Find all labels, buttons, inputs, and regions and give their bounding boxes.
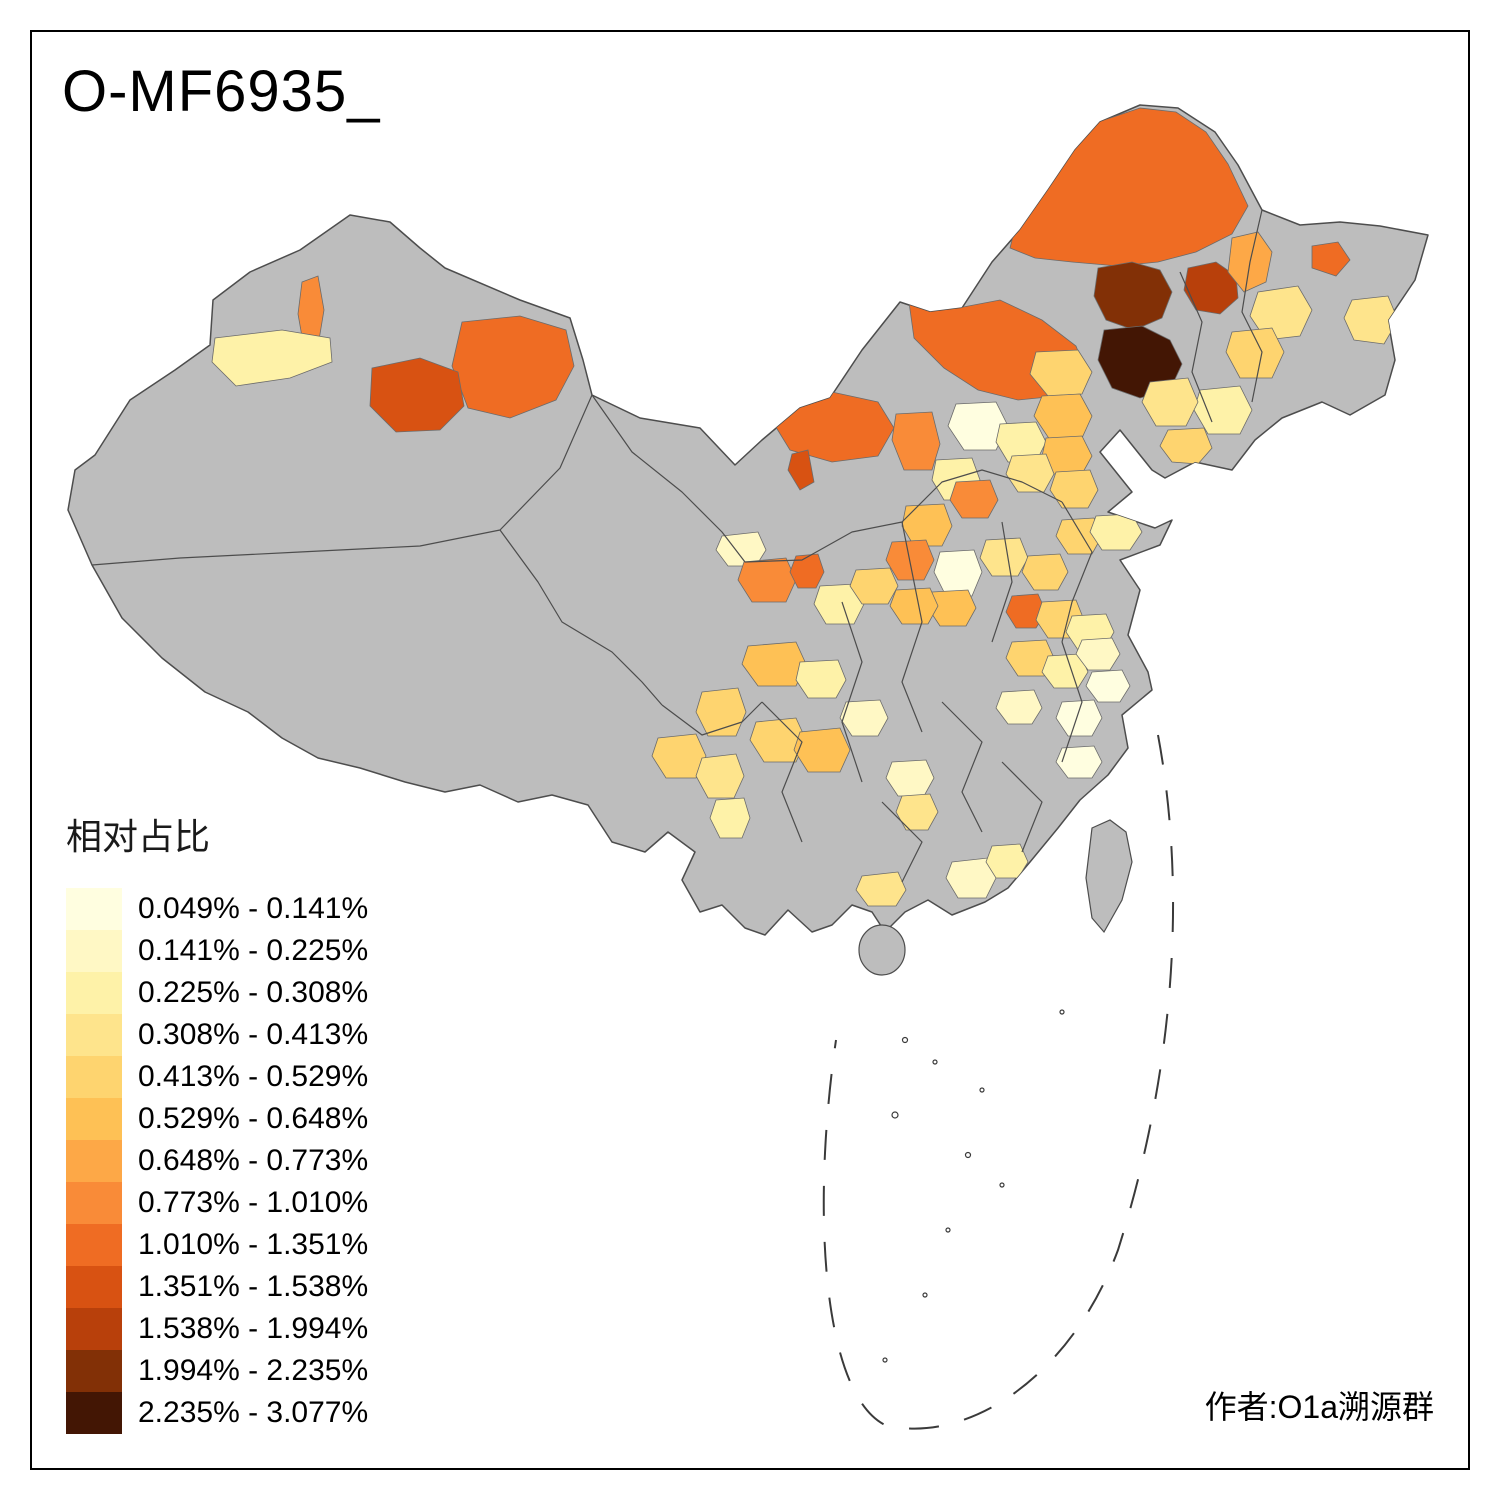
map-region (1021, 553, 1069, 591)
legend-swatch (66, 1308, 122, 1350)
map-region (741, 641, 807, 687)
legend-label: 0.308% - 0.413% (138, 1018, 369, 1051)
map-region (1225, 327, 1285, 379)
map-region (1249, 285, 1313, 341)
map-region (787, 449, 815, 491)
map-region (933, 549, 983, 597)
legend-label: 0.648% - 0.773% (138, 1144, 369, 1177)
legend-item: 0.648% - 0.773% (66, 1140, 368, 1182)
legend-swatch (66, 1392, 122, 1434)
map-region (709, 797, 751, 839)
map-region (949, 479, 999, 519)
legend-item: 1.538% - 1.994% (66, 1308, 368, 1350)
map-region (1005, 639, 1055, 677)
map-region (773, 391, 895, 463)
legend-label: 0.773% - 1.010% (138, 1186, 369, 1219)
map-region (369, 357, 465, 433)
legend-item: 0.529% - 0.648% (66, 1098, 368, 1140)
map-region (1311, 241, 1351, 277)
legend-swatch (66, 972, 122, 1014)
map-region (795, 659, 847, 699)
map-region (947, 401, 1009, 451)
map-region (1055, 517, 1103, 555)
legend-label: 0.225% - 0.308% (138, 976, 369, 1009)
legend-swatch (66, 888, 122, 930)
map-region (737, 557, 797, 603)
province-borders (91, 209, 1263, 883)
legend-swatch (66, 1014, 122, 1056)
map-region (1005, 453, 1055, 493)
legend-label: 1.010% - 1.351% (138, 1228, 369, 1261)
legend-label: 0.529% - 0.648% (138, 1102, 369, 1135)
legend-item: 1.010% - 1.351% (66, 1224, 368, 1266)
map-region (211, 329, 333, 387)
legend-item: 0.773% - 1.010% (66, 1182, 368, 1224)
choropleth-regions (211, 107, 1399, 907)
legend-label: 2.235% - 3.077% (138, 1396, 369, 1429)
sea-boundary-line (822, 734, 1175, 1430)
legend-label: 1.994% - 2.235% (138, 1354, 369, 1387)
map-region (855, 871, 907, 907)
map-region (901, 503, 953, 547)
map-region (1055, 699, 1103, 737)
map-region (995, 689, 1043, 725)
map-region (839, 699, 889, 737)
map-region (1075, 637, 1121, 671)
map-region (889, 587, 939, 625)
map-region (749, 717, 807, 763)
map-region (1343, 295, 1399, 345)
map-region (895, 793, 939, 831)
legend-item: 2.235% - 3.077% (66, 1392, 368, 1434)
map-region (979, 537, 1029, 577)
legend-swatch (66, 1350, 122, 1392)
map-region (1141, 377, 1199, 427)
map-region (849, 567, 899, 605)
legend-item: 0.141% - 0.225% (66, 930, 368, 972)
legend-swatch (66, 1098, 122, 1140)
map-region (891, 411, 941, 471)
legend-label: 0.141% - 0.225% (138, 934, 369, 967)
map-region (695, 753, 745, 799)
legend-swatch (66, 1266, 122, 1308)
legend-item: 0.413% - 0.529% (66, 1056, 368, 1098)
legend-item: 0.225% - 0.308% (66, 972, 368, 1014)
legend-swatch (66, 930, 122, 972)
legend-swatch (66, 1224, 122, 1266)
map-region (1029, 349, 1093, 397)
legend-title: 相对占比 (66, 816, 211, 857)
map-region (789, 553, 825, 589)
map-region (651, 733, 707, 779)
map-region (1093, 261, 1173, 331)
map-region (793, 727, 851, 773)
legend-label: 1.538% - 1.994% (138, 1312, 369, 1345)
taiwan-island (1085, 819, 1133, 934)
page-title: O-MF6935_ (62, 59, 381, 124)
hainan-island (858, 924, 906, 976)
legend-swatch (66, 1182, 122, 1224)
legend-label: 0.049% - 0.141% (138, 892, 369, 925)
legend-label: 1.351% - 1.538% (138, 1270, 369, 1303)
legend-item: 0.308% - 0.413% (66, 1014, 368, 1056)
sea-islands (882, 1009, 1065, 1363)
map-region (1049, 469, 1099, 509)
legend-item: 1.351% - 1.538% (66, 1266, 368, 1308)
map-region (695, 687, 747, 737)
legend: 相对占比 0.049% - 0.141% 0.141% - 0.225% 0.2… (66, 808, 368, 1434)
legend-item: 1.994% - 2.235% (66, 1350, 368, 1392)
map-region (1183, 261, 1239, 315)
map-region (1055, 745, 1103, 779)
attribution: 作者:O1a溯源群 (1204, 1389, 1434, 1425)
legend-item: 0.049% - 0.141% (66, 888, 368, 930)
map-region (1085, 669, 1131, 703)
legend-label: 0.413% - 0.529% (138, 1060, 369, 1093)
legend-swatch (66, 1140, 122, 1182)
legend-swatch (66, 1056, 122, 1098)
